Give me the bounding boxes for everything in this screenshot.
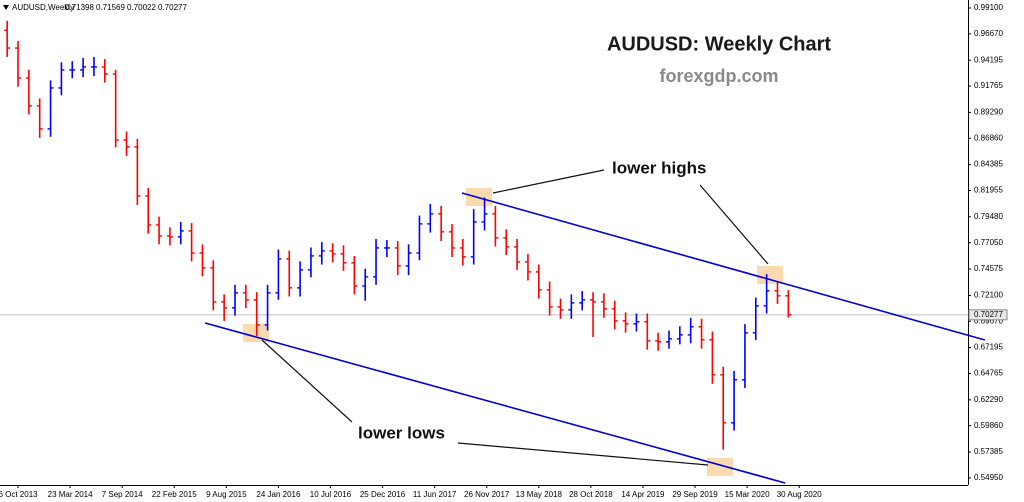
x-tick-label: 10 Jul 2016 xyxy=(310,490,352,499)
price-label: 0.70277 xyxy=(974,310,1003,319)
y-tick-label: 0.62290 xyxy=(974,395,1003,404)
chart-title: AUDUSD: Weekly Chart xyxy=(607,33,831,55)
header-value: 0.71398 xyxy=(65,3,94,12)
x-tick-label: 26 Nov 2017 xyxy=(464,490,510,499)
y-tick-label: 0.77050 xyxy=(974,238,1003,247)
y-tick-label: 0.54950 xyxy=(974,473,1003,482)
header-value: 0.70022 xyxy=(127,3,156,12)
x-tick-label: 9 Aug 2015 xyxy=(206,490,247,499)
y-tick-label: 0.99100 xyxy=(974,3,1003,12)
y-tick-label: 0.69670 xyxy=(974,316,1003,325)
x-tick-label: 6 Oct 2013 xyxy=(0,490,38,499)
x-tick-label: 23 Mar 2014 xyxy=(48,490,93,499)
y-tick-label: 0.59860 xyxy=(974,421,1003,430)
highlight xyxy=(757,266,783,284)
menu-arrow[interactable] xyxy=(3,5,9,10)
y-tick-label: 0.89290 xyxy=(974,108,1003,117)
header-value: 0.71569 xyxy=(96,3,125,12)
x-tick-label: 13 May 2018 xyxy=(516,490,563,499)
x-tick-label: 30 Aug 2020 xyxy=(777,490,822,499)
x-tick-label: 24 Jan 2016 xyxy=(256,490,301,499)
pointer xyxy=(261,339,353,423)
y-tick-label: 0.72100 xyxy=(974,291,1003,300)
y-tick-label: 0.81955 xyxy=(974,186,1003,195)
symbol: AUDUSD,Weekly xyxy=(12,3,74,12)
x-tick-label: 28 Oct 2018 xyxy=(569,490,613,499)
x-tick-label: 22 Feb 2015 xyxy=(152,490,197,499)
y-tick-label: 0.74575 xyxy=(974,264,1003,273)
y-tick-label: 0.57385 xyxy=(974,447,1003,456)
x-tick-label: 7 Sep 2014 xyxy=(102,490,143,499)
pointer xyxy=(699,184,769,265)
pointer xyxy=(492,169,605,194)
annotation: lower lows xyxy=(358,423,445,442)
trendline xyxy=(204,322,786,484)
chart-subtitle: forexgdp.com xyxy=(659,66,778,86)
x-tick-label: 14 Apr 2019 xyxy=(621,490,665,499)
annotation: lower highs xyxy=(612,158,706,177)
x-tick-label: 29 Sep 2019 xyxy=(672,490,718,499)
x-tick-label: 11 Jun 2017 xyxy=(413,490,457,499)
trendline xyxy=(461,192,986,341)
x-tick-label: 25 Dec 2016 xyxy=(360,490,406,499)
y-tick-label: 0.84385 xyxy=(974,160,1003,169)
y-tick-label: 0.86860 xyxy=(974,133,1003,142)
x-tick-label: 15 Mar 2020 xyxy=(725,490,770,499)
header-value: 0.70277 xyxy=(158,3,187,12)
y-tick-label: 0.91765 xyxy=(974,81,1003,90)
y-tick-label: 0.79480 xyxy=(974,212,1003,221)
y-tick-label: 0.94195 xyxy=(974,55,1003,64)
y-tick-label: 0.96670 xyxy=(974,29,1003,38)
price-label-box xyxy=(968,309,1008,321)
pointer xyxy=(457,442,709,466)
y-tick-label: 0.67195 xyxy=(974,343,1003,352)
y-tick-label: 0.64765 xyxy=(974,369,1003,378)
